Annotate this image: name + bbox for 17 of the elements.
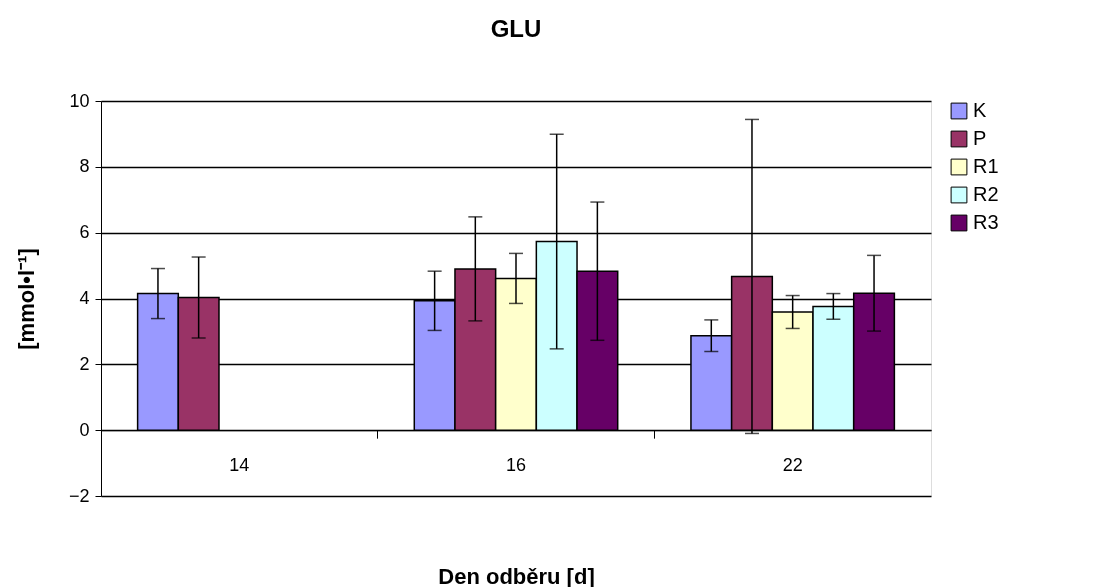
- y-tick-label: 2: [79, 353, 90, 374]
- legend-label: K: [973, 99, 987, 121]
- x-tick-label: 22: [782, 454, 803, 475]
- legend-label: R3: [973, 211, 999, 233]
- y-tick-label: 6: [79, 222, 90, 243]
- legend-label: R2: [973, 183, 999, 205]
- x-tick-label: 16: [505, 454, 527, 475]
- y-tick-label: 8: [79, 156, 90, 177]
- y-axis-title: [mmol•l⁻¹]: [13, 248, 39, 350]
- y-tick-label: 0: [79, 419, 90, 440]
- y-tick-label: −2: [68, 485, 90, 506]
- x-tick-label: 14: [229, 454, 250, 475]
- y-tick-label: 4: [79, 288, 90, 308]
- legend-label: R1: [973, 155, 999, 177]
- chart-title: GLU: [490, 15, 542, 42]
- y-tick-label: 10: [69, 90, 90, 111]
- legend-label: P: [973, 127, 987, 149]
